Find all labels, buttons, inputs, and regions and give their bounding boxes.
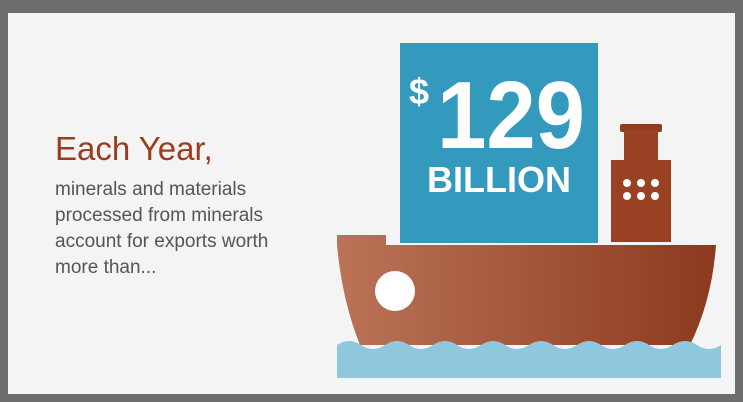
amount-number: 129 bbox=[437, 62, 585, 169]
body-line: processed from minerals bbox=[55, 205, 263, 226]
body-line: more than... bbox=[55, 257, 156, 278]
hull bbox=[337, 235, 716, 345]
body-line: account for exports worth bbox=[55, 231, 268, 252]
water bbox=[337, 341, 721, 378]
headline: Each Year, bbox=[55, 130, 213, 167]
body-line: minerals and materials bbox=[55, 179, 246, 200]
porthole bbox=[375, 271, 415, 311]
chimney bbox=[624, 130, 658, 160]
cargo-box bbox=[400, 43, 598, 243]
cabin-windows bbox=[623, 179, 659, 200]
ship: $ 129 BILLION bbox=[337, 43, 721, 378]
amount-unit: BILLION bbox=[427, 159, 571, 200]
currency: $ bbox=[409, 71, 429, 112]
cabin bbox=[611, 160, 671, 242]
body-text: minerals and materials processed from mi… bbox=[55, 179, 268, 278]
